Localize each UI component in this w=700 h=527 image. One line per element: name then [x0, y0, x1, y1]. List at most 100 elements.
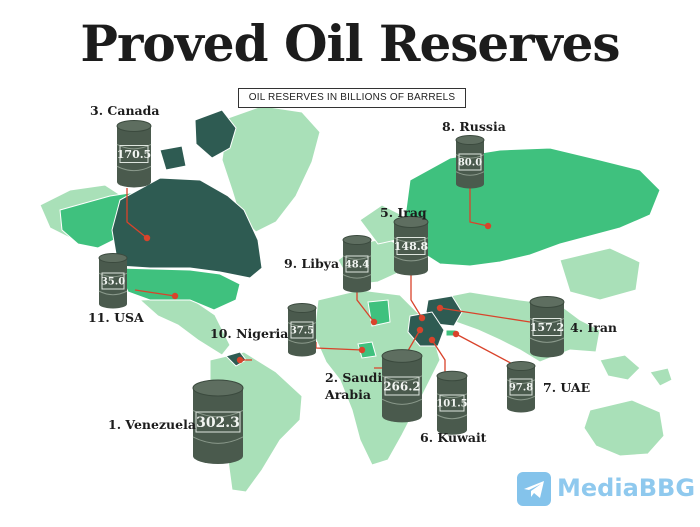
barrel-body: [507, 366, 535, 408]
barrel-top: [529, 296, 565, 308]
barrel-bottom: [99, 299, 127, 309]
barrel-top: [455, 135, 485, 145]
barrel-ring: [192, 436, 244, 444]
barrel-value: 48.4: [345, 260, 369, 271]
barrel-ring: [287, 339, 317, 344]
barrel-bottom: [382, 409, 422, 423]
barrel-label-box: [290, 321, 314, 339]
pointer-dots: [143, 222, 492, 364]
barrel-ring: [287, 322, 317, 327]
barrel-label-box: [101, 272, 125, 290]
barrel-bottom: [288, 347, 316, 357]
label-uae: 7. UAE: [543, 380, 591, 395]
barrel-top: [381, 349, 423, 363]
barrel-10: 35.0: [98, 253, 128, 309]
barrel-label-box: [384, 376, 420, 396]
barrel-value: 101.5: [436, 399, 467, 410]
barrel-ring: [436, 414, 468, 420]
barrel-value: 170.5: [117, 148, 151, 161]
barrel-value: 157.2: [530, 321, 564, 334]
barrel-1: 266.2: [381, 349, 423, 423]
barrel-2: 170.5: [116, 120, 152, 188]
barrel-top: [287, 303, 317, 313]
barrel-value: 266.2: [383, 379, 421, 393]
barrel-top: [98, 253, 128, 263]
barrel-5: 101.5: [436, 370, 468, 435]
barrel-ring: [529, 337, 565, 343]
label-canada: 3. Canada: [90, 103, 160, 118]
barrel-value: 97.8: [509, 383, 533, 394]
barrel-9: 37.5: [287, 303, 317, 357]
label-usa: 11. USA: [88, 310, 144, 325]
barrel-8: 48.4: [342, 235, 372, 293]
barrel-ring: [393, 256, 429, 262]
barrel-label-box: [345, 255, 369, 273]
barrel-4: 148.8: [393, 216, 429, 276]
barrel-value: 35.0: [101, 277, 125, 288]
barrel-ring: [342, 274, 372, 279]
barrels-layer: 302.3 266.2 170.5 157.2 148.8 101.5 97.8 80.0 48…: [98, 120, 565, 464]
barrel-value: 80.0: [458, 158, 482, 169]
barrel-body: [288, 308, 316, 352]
barrel-ring: [98, 290, 128, 296]
label-kuwait: 6. Kuwait: [420, 430, 487, 445]
watermark: MediaBBG: [517, 472, 696, 508]
label-nigeria: 10. Nigeria: [210, 326, 289, 341]
label-russia: 8. Russia: [442, 119, 506, 134]
barrel-ring: [506, 395, 536, 401]
barrel-top: [393, 216, 429, 228]
barrel-body: [99, 258, 127, 304]
barrel-label-box: [458, 153, 482, 171]
label-libya: 9. Libya: [284, 256, 340, 271]
barrel-value: 148.8: [394, 240, 429, 253]
barrel-body: [193, 388, 243, 456]
barrel-label-box: [195, 411, 241, 433]
barrel-ring: [506, 379, 536, 384]
barrel-label-box: [532, 318, 562, 336]
barrel-ring: [98, 272, 128, 278]
barrel-body: [530, 302, 564, 352]
barrel-value: 302.3: [196, 415, 240, 431]
barrel-3: 157.2: [529, 296, 565, 358]
barrel-bottom: [530, 346, 564, 358]
barrel-bottom: [456, 179, 484, 189]
barrel-label-box: [119, 145, 149, 163]
watermark-text: MediaBBG: [557, 474, 696, 502]
barrel-label-box: [396, 237, 426, 255]
barrel-top: [342, 235, 372, 245]
barrel-bottom: [193, 448, 243, 464]
barrel-bottom: [507, 403, 535, 413]
barrel-6: 97.8: [506, 361, 536, 413]
barrel-ring: [116, 165, 152, 172]
barrel-bottom: [394, 264, 428, 276]
barrel-body: [437, 376, 467, 430]
barrel-ring: [381, 398, 423, 405]
usa-land: [117, 267, 241, 311]
barrel-top: [116, 120, 152, 132]
label-iran: 4. Iran: [570, 320, 618, 335]
barrel-0: 302.3: [192, 379, 244, 464]
barrel-ring: [342, 255, 372, 260]
barrel-body: [382, 356, 422, 416]
barrel-body: [343, 240, 371, 288]
barrel-body: [456, 140, 484, 184]
barrel-body: [394, 222, 428, 270]
barrel-7: 80.0: [455, 135, 485, 189]
telegram-icon: [517, 472, 551, 506]
barrel-bottom: [117, 176, 151, 188]
label-iraq: 5. Iraq: [380, 205, 427, 220]
barrel-ring: [455, 154, 485, 159]
barrel-label-box: [439, 394, 465, 412]
barrel-value: 37.5: [290, 326, 314, 337]
label-venezuela: 1. Venezuela: [108, 417, 196, 432]
barrel-top: [436, 370, 468, 382]
barrel-top: [192, 379, 244, 397]
barrel-label-box: [509, 378, 533, 396]
barrel-ring: [455, 171, 485, 176]
pointers: [126, 182, 531, 380]
page-title: Proved Oil Reserves: [80, 14, 620, 73]
barrel-bottom: [437, 425, 467, 435]
barrel-body: [117, 126, 151, 182]
label-saudi-arabia: 2. Saudi Arabia: [325, 370, 383, 402]
